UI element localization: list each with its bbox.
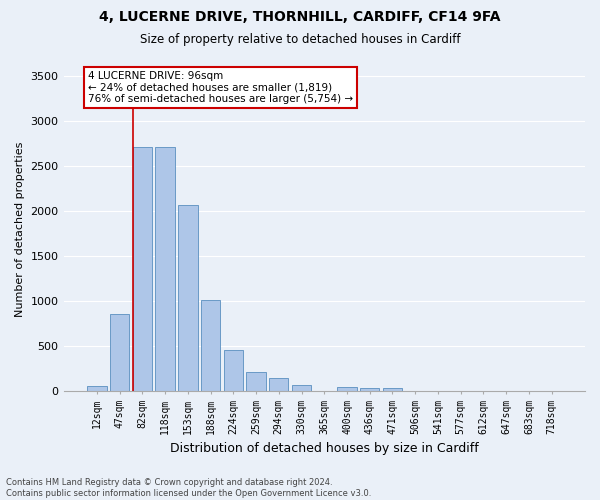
Bar bbox=[383, 388, 402, 391]
Bar bbox=[133, 146, 152, 391]
X-axis label: Distribution of detached houses by size in Cardiff: Distribution of detached houses by size … bbox=[170, 442, 479, 455]
Text: 4 LUCERNE DRIVE: 96sqm
← 24% of detached houses are smaller (1,819)
76% of semi-: 4 LUCERNE DRIVE: 96sqm ← 24% of detached… bbox=[88, 71, 353, 104]
Bar bbox=[155, 146, 175, 391]
Text: 4, LUCERNE DRIVE, THORNHILL, CARDIFF, CF14 9FA: 4, LUCERNE DRIVE, THORNHILL, CARDIFF, CF… bbox=[99, 10, 501, 24]
Text: Size of property relative to detached houses in Cardiff: Size of property relative to detached ho… bbox=[140, 32, 460, 46]
Text: Contains HM Land Registry data © Crown copyright and database right 2024.
Contai: Contains HM Land Registry data © Crown c… bbox=[6, 478, 371, 498]
Bar bbox=[224, 350, 243, 391]
Y-axis label: Number of detached properties: Number of detached properties bbox=[15, 142, 25, 317]
Bar bbox=[292, 386, 311, 391]
Bar bbox=[178, 205, 197, 391]
Bar bbox=[360, 388, 379, 391]
Bar bbox=[337, 386, 356, 391]
Bar bbox=[247, 372, 266, 391]
Bar bbox=[110, 314, 130, 391]
Bar bbox=[269, 378, 289, 391]
Bar bbox=[87, 386, 107, 391]
Bar bbox=[201, 300, 220, 391]
